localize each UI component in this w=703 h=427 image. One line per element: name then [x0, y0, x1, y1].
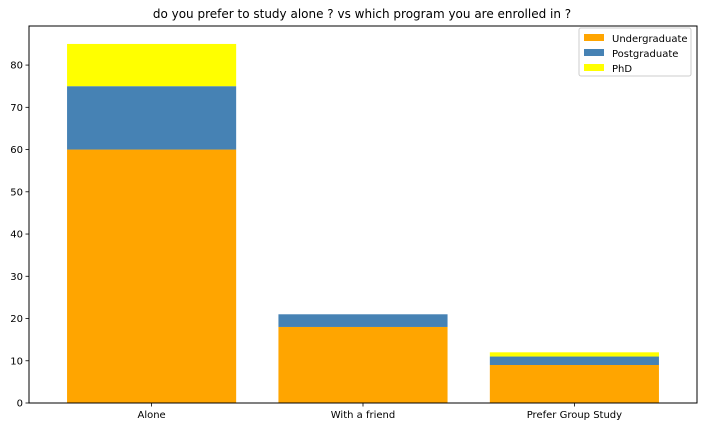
bar-phd-1	[67, 43, 237, 87]
bar-postgraduate-1	[67, 86, 237, 150]
legend-swatch-undergraduate	[584, 34, 604, 41]
axes-group: 0 10 20 30 40 50 60 70 80 Alone With a friend Prefe…	[10, 25, 698, 421]
legend-swatch-postgraduate	[584, 49, 604, 56]
bar-phd-3	[489, 352, 659, 357]
legend-box	[578, 27, 692, 77]
chart-title: do you prefer to study alone ? vs which …	[153, 7, 571, 21]
bar-undergraduate-3	[489, 364, 659, 403]
x-tick-label-3: Prefer Group Study	[527, 410, 622, 421]
y-tick-label-10: 10	[10, 356, 23, 367]
y-tick-label-70: 70	[10, 103, 23, 114]
legend-label-postgraduate: Postgraduate	[612, 49, 678, 60]
y-tick-label-0: 0	[17, 399, 23, 410]
y-tick-label-80: 80	[10, 61, 23, 72]
x-tick-label-2: With a friend	[331, 410, 395, 421]
bar-undergraduate-1	[67, 149, 237, 403]
bar-postgraduate-3	[489, 356, 659, 365]
y-tick-label-20: 20	[10, 314, 23, 325]
legend: Undergraduate Postgraduate PhD	[578, 27, 692, 77]
x-tick-label-1: Alone	[137, 410, 165, 421]
legend-label-phd: PhD	[612, 64, 632, 75]
bar-postgraduate-2	[278, 314, 448, 327]
y-tick-label-60: 60	[10, 145, 23, 156]
bars-group	[67, 43, 659, 403]
bar-undergraduate-2	[278, 326, 448, 403]
y-tick-label-30: 30	[10, 272, 23, 283]
y-tick-label-40: 40	[10, 230, 23, 241]
y-tick-label-50: 50	[10, 187, 23, 198]
legend-swatch-phd	[584, 64, 604, 71]
legend-label-undergraduate: Undergraduate	[612, 34, 688, 45]
